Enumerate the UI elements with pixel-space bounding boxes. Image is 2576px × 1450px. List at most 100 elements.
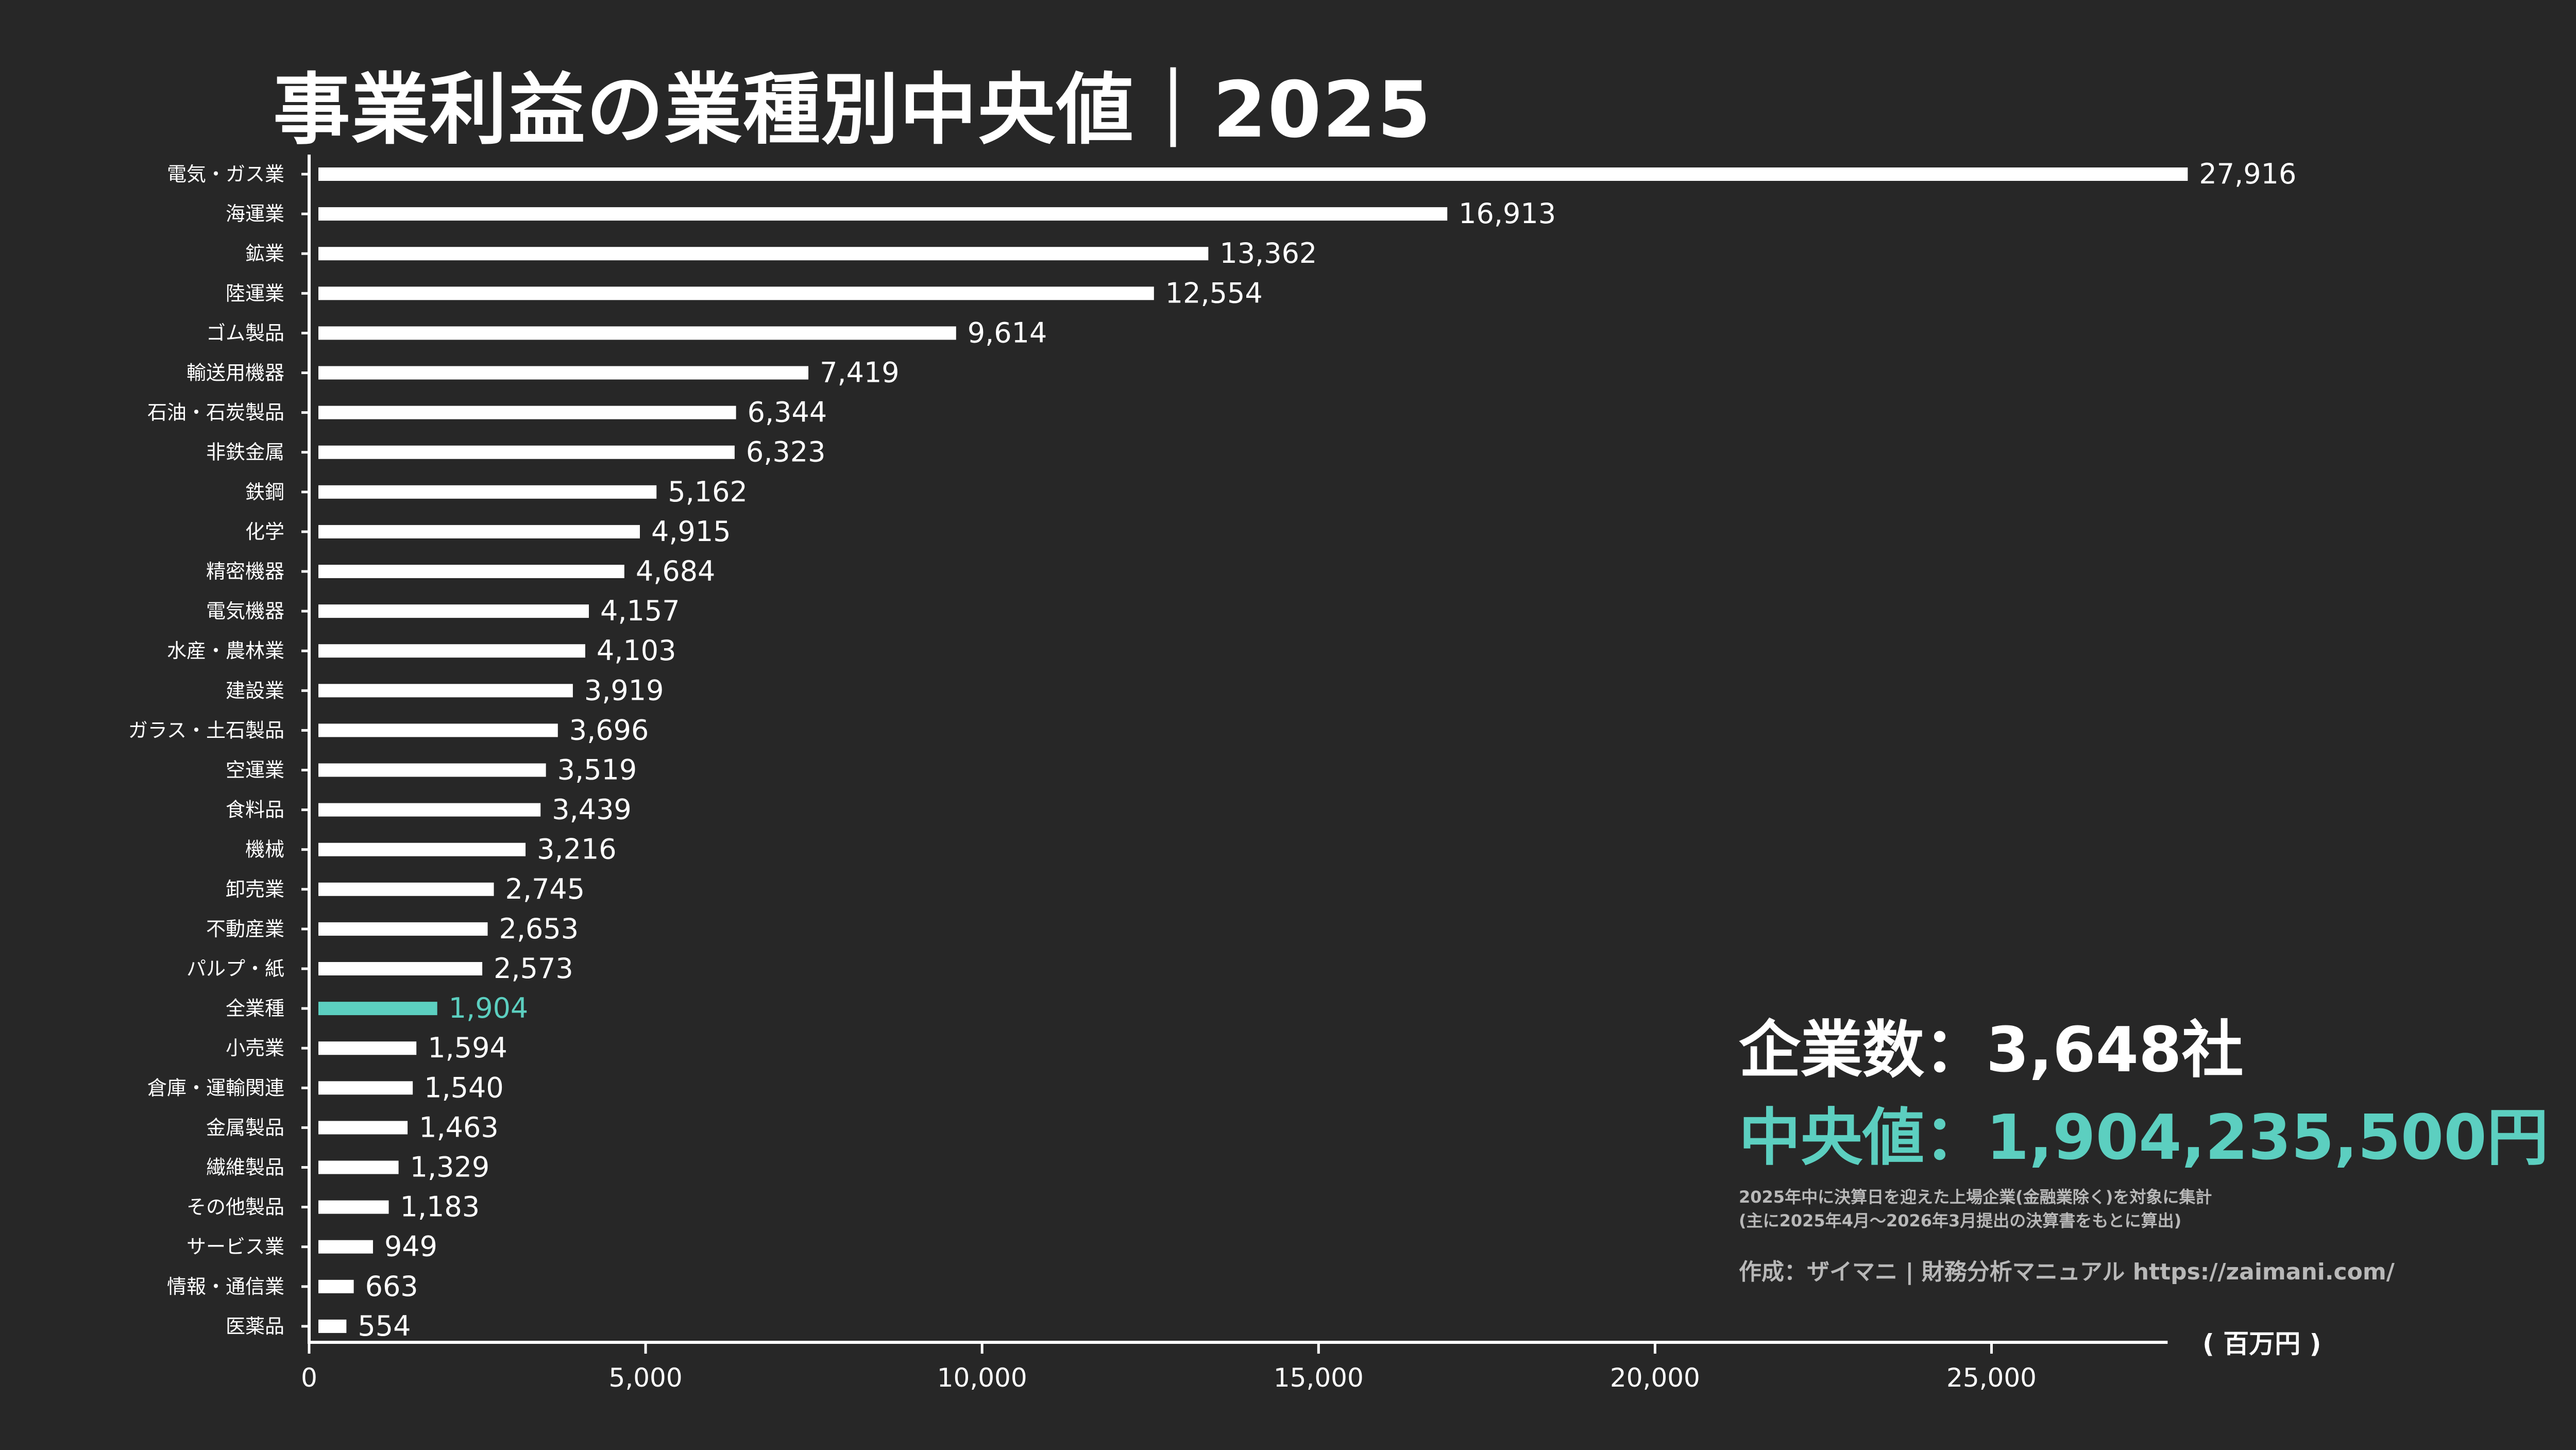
bar-value-label: 1,329	[410, 1151, 490, 1184]
category-label: 倉庫・運輸関連	[147, 1076, 284, 1099]
bar-value-label: 16,913	[1459, 197, 1556, 230]
category-label: 電気機器	[206, 600, 284, 622]
bar	[318, 922, 488, 936]
bar-value-label: 12,554	[1165, 277, 1263, 309]
category-label: 水産・農林業	[167, 639, 284, 662]
category-label: 繊維製品	[206, 1156, 284, 1179]
x-tick-label: 15,000	[1274, 1363, 1364, 1393]
bar-value-label: 2,573	[494, 952, 573, 985]
category-label: ゴム製品	[206, 322, 284, 344]
category-label: 卸売業	[226, 878, 284, 901]
category-label: 陸運業	[226, 282, 284, 305]
note-line-1: 2025年中に決算日を迎えた上場企業(金融業除く)を対象に集計	[1739, 1187, 2212, 1207]
bar	[318, 763, 546, 777]
category-label: 石油・石炭製品	[147, 401, 284, 424]
bar	[318, 803, 541, 817]
category-label: 食料品	[226, 799, 284, 821]
bar	[318, 1279, 354, 1293]
bar-value-label: 4,103	[597, 634, 676, 667]
chart-title: 事業利益の業種別中央値｜2025	[273, 65, 1432, 155]
category-label: サービス業	[187, 1236, 284, 1258]
category-label: 建設業	[226, 679, 284, 702]
bar	[318, 1200, 389, 1214]
bar-value-label: 949	[384, 1230, 437, 1263]
category-label: 海運業	[226, 203, 284, 225]
category-label: 輸送用機器	[187, 362, 284, 384]
bar	[318, 842, 526, 856]
bar	[318, 406, 736, 419]
bar-value-label: 1,904	[449, 992, 529, 1024]
category-label: 小売業	[226, 1037, 284, 1059]
bar-value-label: 3,919	[584, 674, 664, 706]
bar-value-label: 3,216	[537, 833, 617, 866]
category-label: 鉱業	[245, 242, 284, 265]
bar-value-label: 1,183	[400, 1191, 480, 1223]
category-label: 医薬品	[226, 1315, 284, 1338]
summary-panel: 企業数 ： 3,648社 中央値 ： 1,904,235,500円 2025年中…	[1739, 1000, 2549, 1286]
bar	[318, 1002, 437, 1016]
bar	[318, 167, 2188, 181]
bar	[318, 525, 640, 538]
median-value: 1,904,235,500円	[1986, 1102, 2549, 1174]
bar-value-label: 663	[365, 1270, 418, 1303]
bar	[318, 247, 1209, 261]
bar-value-label: 27,916	[2199, 158, 2296, 190]
x-tick-label: 10,000	[937, 1363, 1027, 1393]
bar-value-label: 1,463	[419, 1111, 499, 1143]
bar-value-label: 6,323	[746, 436, 826, 468]
bar	[318, 286, 1154, 300]
category-label: 電気・ガス業	[167, 163, 284, 186]
bar	[318, 445, 735, 459]
bar	[318, 207, 1448, 221]
bar-value-label: 6,344	[748, 396, 827, 429]
category-label: 精密機器	[206, 560, 284, 583]
bar-value-label: 1,594	[428, 1032, 507, 1064]
bar-value-label: 13,362	[1219, 237, 1317, 269]
bar	[318, 644, 585, 658]
x-tick-label: 20,000	[1610, 1363, 1700, 1393]
bar	[318, 326, 956, 340]
bar	[318, 1319, 347, 1333]
x-tick-label: 25,000	[1946, 1363, 2037, 1393]
company-count-label: 企業数	[1739, 1015, 1924, 1086]
category-label: ガラス・土石製品	[128, 719, 284, 741]
median-separator: ：	[1924, 1102, 1986, 1174]
x-tick-label: 0	[301, 1363, 317, 1393]
median-label: 中央値	[1739, 1102, 1924, 1174]
bar-value-label: 5,162	[668, 476, 748, 508]
bar	[318, 366, 809, 380]
x-tick-label: 5,000	[609, 1363, 683, 1393]
bar-value-label: 4,157	[600, 595, 680, 627]
bar-value-label: 3,519	[557, 754, 637, 786]
unit-label: ( 百万円 )	[2202, 1329, 2321, 1359]
bar	[318, 1121, 408, 1135]
company-count-value: 3,648社	[1986, 1015, 2244, 1086]
category-label: 非鉄金属	[206, 441, 284, 464]
category-label: パルプ・紙	[187, 957, 284, 980]
bar-value-label: 2,653	[499, 913, 579, 945]
bar-value-label: 1,540	[424, 1071, 504, 1104]
bar	[318, 1160, 399, 1174]
bar	[318, 1081, 413, 1095]
bar	[318, 1240, 373, 1254]
note-line-2: (主に2025年4月〜2026年3月提出の決算書をもとに算出)	[1739, 1211, 2182, 1230]
bar-value-label: 4,684	[636, 555, 716, 587]
category-label: 化学	[245, 520, 284, 543]
bar-value-label: 4,915	[651, 515, 731, 548]
bar-value-label: 3,439	[552, 794, 632, 826]
company-count-separator: ：	[1924, 1015, 1986, 1086]
bar	[318, 604, 589, 618]
bar-value-label: 7,419	[820, 357, 900, 389]
bar-value-label: 9,614	[968, 316, 1047, 349]
category-label: 情報・通信業	[167, 1275, 284, 1298]
bar	[318, 485, 657, 499]
category-label: 金属製品	[206, 1116, 284, 1139]
category-label: 全業種	[226, 997, 284, 1020]
bar	[318, 565, 624, 578]
category-label: 鉄鋼	[245, 481, 284, 503]
category-label: その他製品	[187, 1196, 284, 1219]
bar	[318, 962, 483, 975]
category-label: 不動産業	[206, 918, 284, 940]
bar	[318, 882, 494, 896]
